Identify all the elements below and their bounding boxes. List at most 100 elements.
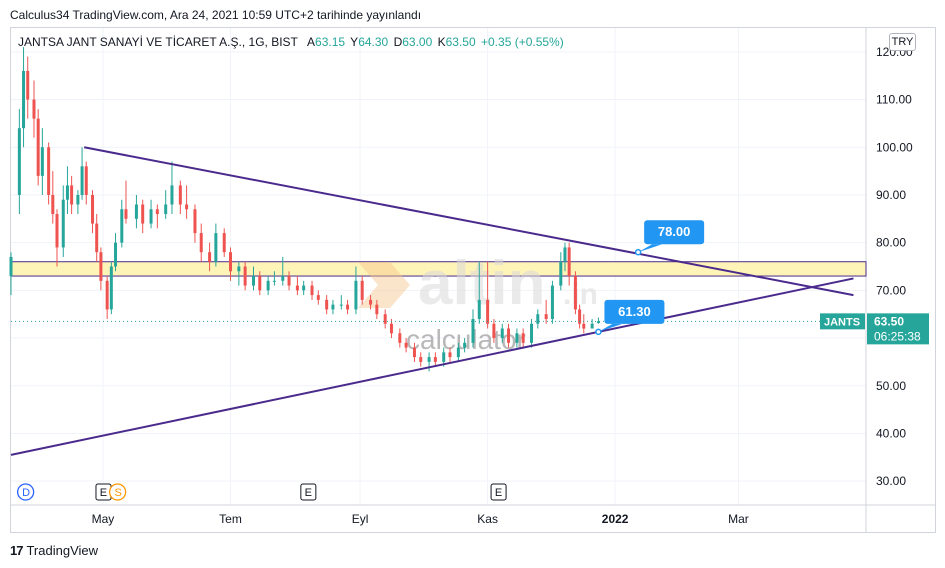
candle [243, 261, 247, 291]
candle-body [243, 266, 247, 286]
candle-body [578, 309, 582, 324]
x-axis: May Tem Eyl Kas 2022 Mar [92, 512, 749, 526]
price-callout: 78.00 [634, 220, 705, 256]
earnings-marker-box [490, 483, 507, 501]
x-tick-label: Eyl [352, 512, 369, 526]
candle [412, 342, 416, 362]
trendline-layer [10, 146, 854, 456]
event-marker-label: E [305, 487, 312, 499]
candle-body [287, 276, 291, 286]
candle-body [536, 314, 540, 324]
candle [433, 352, 437, 367]
candle [427, 352, 431, 372]
candle [61, 185, 65, 257]
candle [9, 252, 13, 296]
legend-symbol: JANTSA JANT SANAYİ VE TİCARET A.Ş., 1G, … [18, 35, 298, 49]
candle [193, 204, 197, 243]
candle-body [47, 147, 51, 195]
candle [295, 276, 299, 296]
candle-body [433, 357, 437, 362]
candle-body [563, 247, 567, 262]
candle [120, 199, 124, 248]
y-tick-label: 30.00 [876, 474, 906, 488]
candle-body [448, 352, 452, 358]
callout-anchor [634, 248, 642, 256]
candle [208, 242, 212, 272]
candle [360, 276, 364, 305]
publication-line: Calculus34 TradingView.com, Ara 24, 2021… [10, 8, 422, 22]
candle [164, 190, 168, 219]
candle [149, 199, 153, 229]
candle [448, 347, 452, 362]
legend-open: 63.15 [315, 35, 346, 49]
candle-body [295, 285, 299, 291]
candle-body [91, 194, 95, 224]
candle-body [76, 194, 80, 205]
watermark-sub: calculator [406, 324, 526, 355]
x-tick-label: 2022 [602, 512, 629, 526]
candle [419, 352, 423, 367]
last-price-tag [867, 313, 929, 345]
candle [550, 280, 554, 324]
candle [170, 161, 174, 215]
candle [17, 109, 21, 215]
candle-body [404, 342, 408, 348]
candle-body [164, 204, 168, 215]
candle [500, 323, 504, 343]
candle [199, 223, 203, 262]
candle-body [419, 357, 423, 362]
candle [22, 47, 26, 148]
callout-pointer [638, 244, 663, 253]
currency-button[interactable]: TRY [889, 33, 916, 51]
candle [80, 147, 84, 200]
y-tick-label: 80.00 [876, 236, 906, 250]
candle [590, 318, 594, 329]
candle-body [237, 266, 241, 272]
candle-body [302, 285, 306, 291]
candle [331, 299, 335, 315]
candle-body [507, 328, 511, 343]
event-marker: E [95, 483, 112, 501]
candle [251, 266, 255, 291]
candle [369, 295, 373, 310]
legend-high: 64.30 [358, 35, 389, 49]
trendline [83, 146, 854, 297]
candle-body [515, 333, 519, 343]
candle [272, 271, 276, 286]
candle [40, 128, 44, 195]
candle-body [266, 280, 270, 291]
candle-body [550, 285, 554, 319]
candle-body [582, 323, 586, 329]
candle-body [26, 70, 30, 100]
brand-name: TradingView [26, 543, 99, 558]
candle [114, 233, 118, 272]
candle-body [65, 185, 69, 200]
candle [316, 290, 320, 305]
candle [178, 180, 182, 215]
callouts-layer: 78.00 61.30 [595, 220, 705, 336]
candle-body [486, 299, 490, 324]
candle-body [124, 209, 128, 219]
candle [582, 314, 586, 334]
candle [95, 214, 99, 262]
legend-close-label: K [437, 35, 446, 49]
candle [222, 228, 226, 257]
legend-low: 63.00 [402, 35, 433, 49]
candle [109, 261, 113, 315]
watermark-layer: altin .in calculator [358, 249, 598, 355]
candle-body [331, 304, 335, 310]
tradingview-logo-icon: 17 [10, 543, 24, 558]
candle-body [193, 209, 197, 234]
candle [185, 185, 189, 219]
candle [521, 328, 525, 348]
candle [105, 276, 109, 319]
candle [578, 304, 582, 329]
candle [536, 309, 540, 329]
candle [310, 280, 314, 300]
brand-footer[interactable]: 17 TradingView [10, 543, 98, 558]
candle-body [222, 233, 226, 253]
y-tick-label: 90.00 [876, 188, 906, 202]
candle [515, 328, 519, 348]
candle [325, 295, 329, 315]
